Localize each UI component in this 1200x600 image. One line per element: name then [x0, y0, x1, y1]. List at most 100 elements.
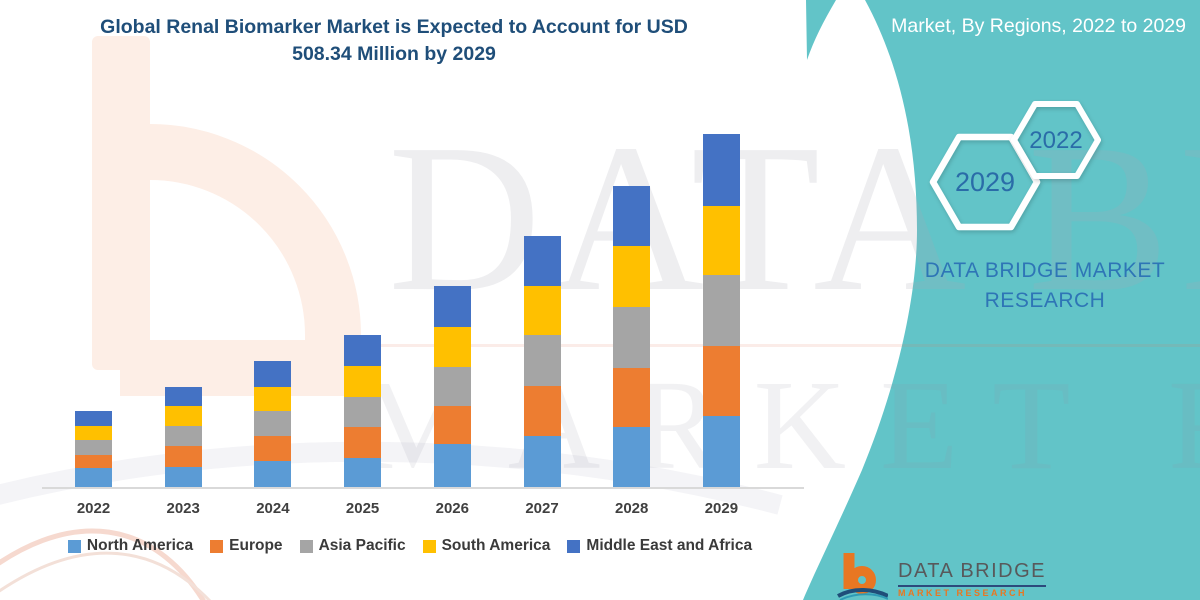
legend-item-middle-east-and-africa: Middle East and Africa — [567, 537, 752, 555]
chart-title-line1: Global Renal Biomarker Market is Expecte… — [100, 16, 688, 38]
panel-heading: Market, By Regions, 2022 to 2029 — [891, 15, 1186, 37]
hexagon-2029-label: 2029 — [955, 167, 1015, 197]
logo-rule — [898, 585, 1047, 587]
bar-chart-plot-area — [75, 134, 740, 487]
x-axis-label-2022: 2022 — [76, 500, 111, 517]
bar-segment-2023-asia-pacific — [164, 426, 202, 447]
chart-title-line2: 508.34 Million by 2029 — [292, 43, 496, 65]
bar-segment-2025-north-america — [344, 457, 382, 487]
stacked-bar-2027 — [523, 236, 561, 487]
bar-segment-2028-south-america — [613, 246, 651, 307]
legend-item-north-america: North America — [67, 537, 194, 555]
chart-legend: North America Europe Asia Pacific South Ame… — [28, 537, 792, 555]
legend-item-south-america: South America — [422, 537, 551, 555]
bar-segment-2027-south-america — [523, 285, 561, 336]
legend-item-europe: Europe — [210, 537, 283, 555]
bar-segment-2023-europe — [164, 446, 202, 467]
x-axis-label-2028: 2028 — [615, 500, 649, 517]
stacked-bar-2024 — [254, 361, 292, 487]
x-axis-label-2024: 2024 — [256, 500, 290, 517]
legend-swatch-icon — [210, 539, 224, 553]
legend-label: South America — [441, 537, 551, 554]
legend-item-asia-pacific: Asia Pacific — [299, 537, 406, 555]
bar-segment-2024-south-america — [254, 387, 292, 412]
legend-swatch-icon — [567, 539, 581, 553]
bar-segment-2024-europe — [254, 436, 292, 461]
chart-title: Global Renal Biomarker Market is Expecte… — [18, 14, 770, 68]
teal-main-shape — [803, 0, 1200, 600]
bar-segment-2025-south-america — [344, 366, 382, 397]
bar-segment-2029-europe — [702, 345, 740, 417]
x-axis-label-2029: 2029 — [704, 500, 739, 517]
watermark-swoosh-red-2 — [0, 551, 212, 600]
bar-segment-2022-north-america — [75, 468, 112, 487]
bar-segment-2023-south-america — [164, 406, 202, 427]
stacked-bar-2025 — [344, 335, 382, 487]
legend-label: Middle East and Africa — [586, 537, 753, 554]
bar-segment-2023-middle-east-and-africa — [164, 387, 202, 407]
bar-segment-2028-europe — [613, 367, 651, 427]
bar-segment-2022-europe — [75, 454, 112, 469]
bar-segment-2027-north-america — [523, 435, 561, 487]
teal-top-sliver — [806, 0, 836, 60]
legend-swatch-icon — [299, 539, 313, 553]
hexagon-2022 — [1011, 101, 1101, 179]
bar-segment-2025-asia-pacific — [344, 397, 382, 427]
bar-segment-2027-europe — [523, 385, 561, 436]
legend-label: North America — [86, 537, 194, 554]
bar-segment-2022-south-america — [75, 425, 112, 440]
legend-swatch-icon — [67, 539, 81, 553]
bar-segment-2026-north-america — [433, 444, 471, 487]
bar-segment-2029-asia-pacific — [702, 275, 740, 346]
stacked-bar-2026 — [433, 286, 471, 487]
bar-segment-2026-asia-pacific — [433, 367, 471, 407]
bar-segment-2022-asia-pacific — [75, 439, 112, 455]
logo-name-text: DATA BRIDGE — [898, 560, 1047, 582]
data-bridge-b-icon — [837, 553, 888, 600]
bar-segment-2027-middle-east-and-africa — [523, 236, 561, 286]
watermark-b-bowl — [120, 124, 361, 396]
year-hexagons: 2029 2022 — [929, 101, 1101, 231]
x-axis-label-2027: 2027 — [525, 500, 559, 517]
watermark-b-stem — [92, 36, 150, 370]
legend-swatch-icon — [422, 539, 436, 553]
bar-segment-2024-asia-pacific — [254, 411, 292, 437]
legend-label: Europe — [229, 537, 283, 554]
bar-segment-2029-north-america — [702, 416, 740, 487]
x-axis-line — [42, 487, 804, 489]
stacked-bar-2023 — [164, 387, 202, 487]
bar-segment-2027-asia-pacific — [523, 335, 561, 386]
logo-sub-text: MARKET RESEARCH — [898, 588, 1028, 598]
panel-caption-line1: DATA BRIDGE MARKET — [924, 259, 1166, 282]
bar-segment-2023-north-america — [164, 466, 202, 487]
bar-segment-2024-middle-east-and-africa — [254, 361, 292, 388]
bar-segment-2026-middle-east-and-africa — [433, 286, 471, 327]
panel-caption-line2: RESEARCH — [984, 289, 1106, 312]
logo-swoosh — [837, 588, 888, 598]
data-bridge-logo: DATA BRIDGE MARKET RESEARCH — [836, 551, 1086, 600]
panel-caption: DATA BRIDGE MARKET RESEARCH — [915, 256, 1175, 316]
bar-segment-2029-south-america — [702, 205, 740, 276]
bar-segment-2022-middle-east-and-africa — [75, 410, 112, 426]
x-axis-label-2025: 2025 — [345, 500, 380, 517]
hexagon-2022-label: 2022 — [1029, 127, 1082, 154]
watermark-underline — [378, 344, 1200, 347]
bar-segment-2025-middle-east-and-africa — [344, 335, 382, 367]
bar-segment-2025-europe — [344, 426, 382, 458]
x-axis-label-2023: 2023 — [166, 500, 200, 517]
bar-segment-2028-middle-east-and-africa — [613, 186, 651, 247]
bar-segment-2028-asia-pacific — [613, 307, 651, 368]
legend-label: Asia Pacific — [318, 537, 406, 554]
bar-segment-2024-north-america — [254, 460, 292, 487]
stacked-bar-2022 — [75, 410, 112, 487]
bar-segment-2028-north-america — [613, 426, 651, 487]
x-axis-label-2026: 2026 — [435, 500, 469, 517]
stacked-bar-2029 — [702, 134, 740, 487]
stacked-bar-2028 — [613, 186, 651, 487]
hexagon-2029 — [929, 133, 1041, 231]
bar-segment-2026-europe — [433, 406, 471, 445]
bar-segment-2029-middle-east-and-africa — [702, 134, 740, 206]
x-axis-labels: 2022 2023 2024 2025 2026 2027 2028 2029 — [76, 500, 739, 517]
